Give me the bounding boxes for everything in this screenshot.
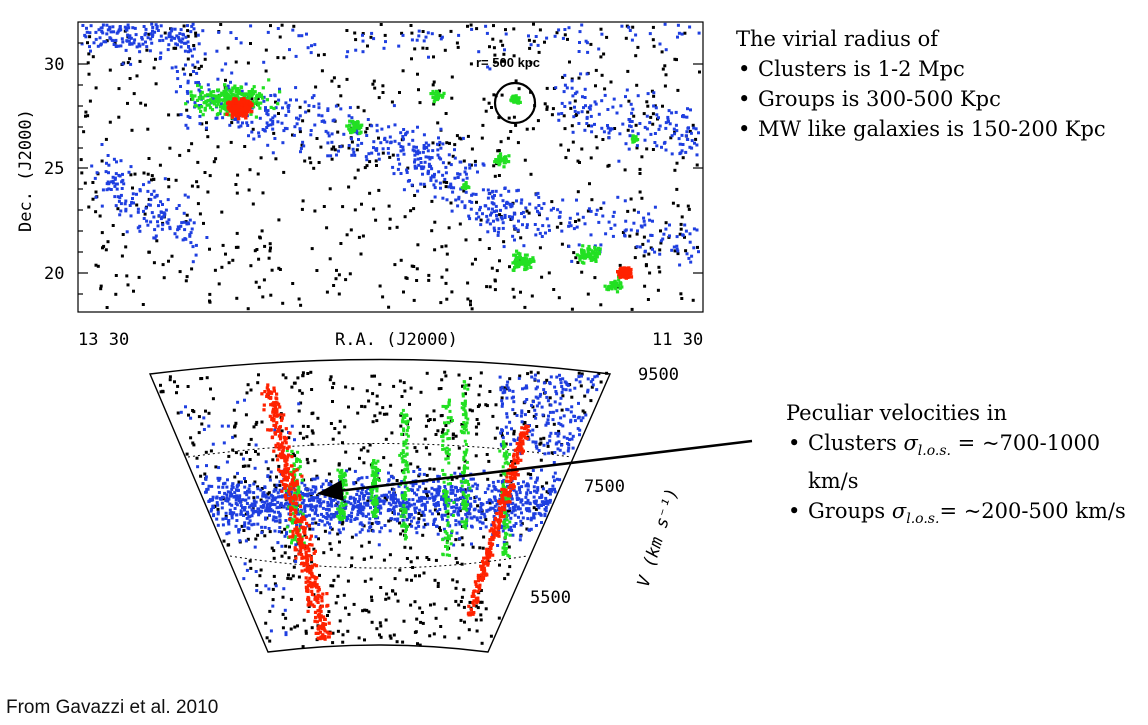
velocity-item-clusters-prefix: Clusters <box>808 431 904 455</box>
virial-item-mw: MW like galaxies is 150-200 Kpc <box>736 114 1106 144</box>
figure-credit: From Gavazzi et al. 2010 <box>6 697 219 718</box>
virial-note-heading: The virial radius of <box>736 27 938 51</box>
virial-note-list: Clusters is 1-2 Mpc Groups is 300-500 Kp… <box>736 54 1106 144</box>
virial-item-groups: Groups is 300-500 Kpc <box>736 84 1106 114</box>
velocity-item-clusters-value: = ~700-1000 km/s <box>808 431 1101 493</box>
dec-tick-25: 25 <box>44 159 64 179</box>
ra-tick-left: 13 30 <box>78 330 129 350</box>
ra-axis-label: R.A. (J2000) <box>335 330 458 350</box>
dec-axis-label: Dec. (J2000) <box>16 109 36 232</box>
sky-map-frame <box>77 21 704 313</box>
velocity-item-groups: Groups σl.o.s.= ~200-500 km/s <box>786 496 1148 534</box>
ra-tick-right: 11 30 <box>652 330 703 350</box>
velocity-note-heading: Peculiar velocities in <box>786 401 1007 425</box>
velocity-item-clusters: Clusters σl.o.s. = ~700-1000 km/s <box>786 428 1148 496</box>
circle-radius-label: r= 500 kpc <box>476 55 540 70</box>
sky-map-points <box>79 22 701 311</box>
sigma-subscript: l.o.s. <box>917 443 951 459</box>
velocity-item-groups-prefix: Groups <box>808 499 892 523</box>
virial-radius-note: The virial radius of Clusters is 1-2 Mpc… <box>736 24 1106 144</box>
peculiar-velocity-note: Peculiar velocities in Clusters σl.o.s. … <box>786 398 1148 534</box>
dec-tick-30: 30 <box>44 55 64 75</box>
velocity-item-groups-value: = ~200-500 km/s <box>939 499 1126 523</box>
sigma-subscript: l.o.s. <box>906 511 940 527</box>
virial-radius-circle <box>493 81 537 125</box>
sigma-symbol: σ <box>891 499 907 523</box>
sigma-symbol: σ <box>903 431 918 455</box>
dec-tick-20: 20 <box>44 264 64 284</box>
velocity-note-list: Clusters σl.o.s. = ~700-1000 km/s Groups… <box>786 428 1148 534</box>
sky-map-ticks <box>78 42 703 295</box>
virial-item-clusters: Clusters is 1-2 Mpc <box>736 54 1106 84</box>
